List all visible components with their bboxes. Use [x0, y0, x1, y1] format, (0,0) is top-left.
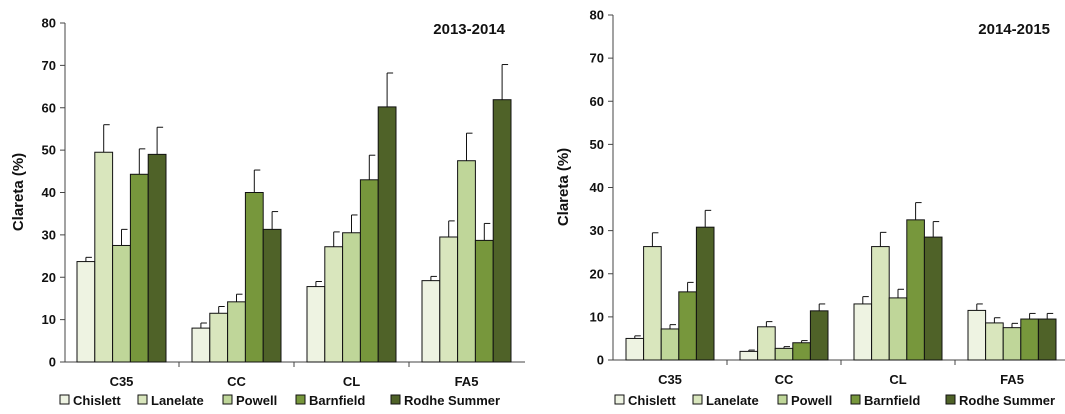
legend-swatch: [945, 394, 956, 405]
legend-label: Barnfield: [309, 393, 365, 408]
bar: [985, 322, 1004, 361]
y-axis-title: Clareta (%): [555, 148, 572, 226]
bar: [439, 236, 459, 363]
category-label: CL: [343, 374, 360, 389]
bar: [112, 244, 131, 363]
y-tick-label: 80: [590, 8, 604, 23]
y-tick-label: 10: [590, 309, 604, 324]
y-axis-title: Clareta (%): [10, 153, 27, 231]
bar: [227, 301, 246, 363]
y-tick-label: 20: [42, 270, 56, 285]
bar: [342, 232, 361, 363]
y-tick-label: 10: [42, 312, 56, 327]
y-tick-label: 50: [590, 137, 604, 152]
y-tick-label: 40: [590, 180, 604, 195]
bar: [129, 173, 149, 363]
legend-swatch: [614, 394, 625, 405]
legend-label: Lanelate: [706, 393, 759, 408]
y-tick-label: 70: [42, 58, 56, 73]
y-tick-label: 60: [42, 100, 56, 115]
chart-title: 2013-2014: [433, 21, 505, 38]
legend-label: Rodhe Summer: [404, 393, 500, 408]
bar: [625, 337, 645, 361]
category-label: C35: [110, 374, 134, 389]
bar: [306, 286, 326, 363]
bar: [809, 310, 829, 361]
bar: [94, 151, 114, 363]
y-tick-label: 80: [42, 16, 56, 31]
bar: [774, 347, 794, 361]
bar: [695, 226, 715, 361]
bar: [377, 106, 397, 363]
bar: [757, 326, 776, 361]
bar: [1037, 318, 1057, 361]
bar: [324, 246, 344, 363]
bar: [457, 160, 476, 363]
chart-title: 2014-2015: [978, 21, 1050, 38]
bar: [1002, 327, 1022, 361]
bar: [147, 153, 167, 363]
bar: [209, 312, 229, 363]
legend-label: Powell: [236, 393, 277, 408]
legend-swatch: [222, 394, 233, 405]
legend-swatch: [295, 394, 306, 405]
y-tick-label: 20: [590, 266, 604, 281]
bar: [660, 328, 680, 361]
y-tick-label: 30: [590, 223, 604, 238]
legend-swatch: [850, 394, 861, 405]
legend-swatch: [692, 394, 703, 405]
bar: [906, 219, 925, 361]
legend-swatch: [390, 394, 401, 405]
bar: [244, 192, 264, 363]
legend-label: Powell: [791, 393, 832, 408]
y-tick-label: 0: [49, 355, 56, 370]
y-tick-label: 40: [42, 185, 56, 200]
bar: [492, 99, 512, 363]
bar: [1020, 318, 1039, 361]
category-label: FA5: [1000, 372, 1024, 387]
legend-swatch: [59, 394, 70, 405]
y-tick-label: 30: [42, 227, 56, 242]
y-tick-label: 60: [590, 94, 604, 109]
y-tick-label: 0: [597, 353, 604, 368]
legend-label: Chislett: [628, 393, 676, 408]
bar: [643, 246, 662, 361]
bar: [871, 246, 890, 361]
bar: [191, 327, 211, 363]
chart-2013-2014: 2013-2014 Clareta (%) 0 10 20 30 40 50 60 70 80 C…: [10, 16, 525, 408]
legend-label: Chislett: [73, 393, 121, 408]
bar: [678, 291, 697, 361]
legend-label: Barnfield: [864, 393, 920, 408]
chart-2014-2015: 2014-2015 Clareta (%) 0 10 20 30 40 50 60 70 80 C…: [555, 8, 1065, 408]
legend-label: Lanelate: [151, 393, 204, 408]
bar: [421, 280, 441, 363]
y-tick-label: 50: [42, 143, 56, 158]
category-label: CC: [775, 372, 794, 387]
category-label: CC: [227, 374, 246, 389]
bar: [967, 309, 987, 361]
y-tick-label: 70: [590, 51, 604, 66]
bar: [739, 350, 759, 361]
legend-swatch: [777, 394, 788, 405]
bar: [76, 261, 96, 363]
category-label: C35: [658, 372, 682, 387]
bar: [888, 297, 908, 361]
legend-label: Rodhe Summer: [959, 393, 1055, 408]
bar: [359, 179, 379, 363]
category-label: FA5: [455, 374, 479, 389]
bar: [853, 303, 873, 361]
category-label: CL: [889, 372, 906, 387]
legend-swatch: [137, 394, 148, 405]
bar: [792, 342, 811, 361]
bar: [262, 228, 282, 363]
bar: [474, 239, 494, 363]
bar: [923, 236, 943, 361]
